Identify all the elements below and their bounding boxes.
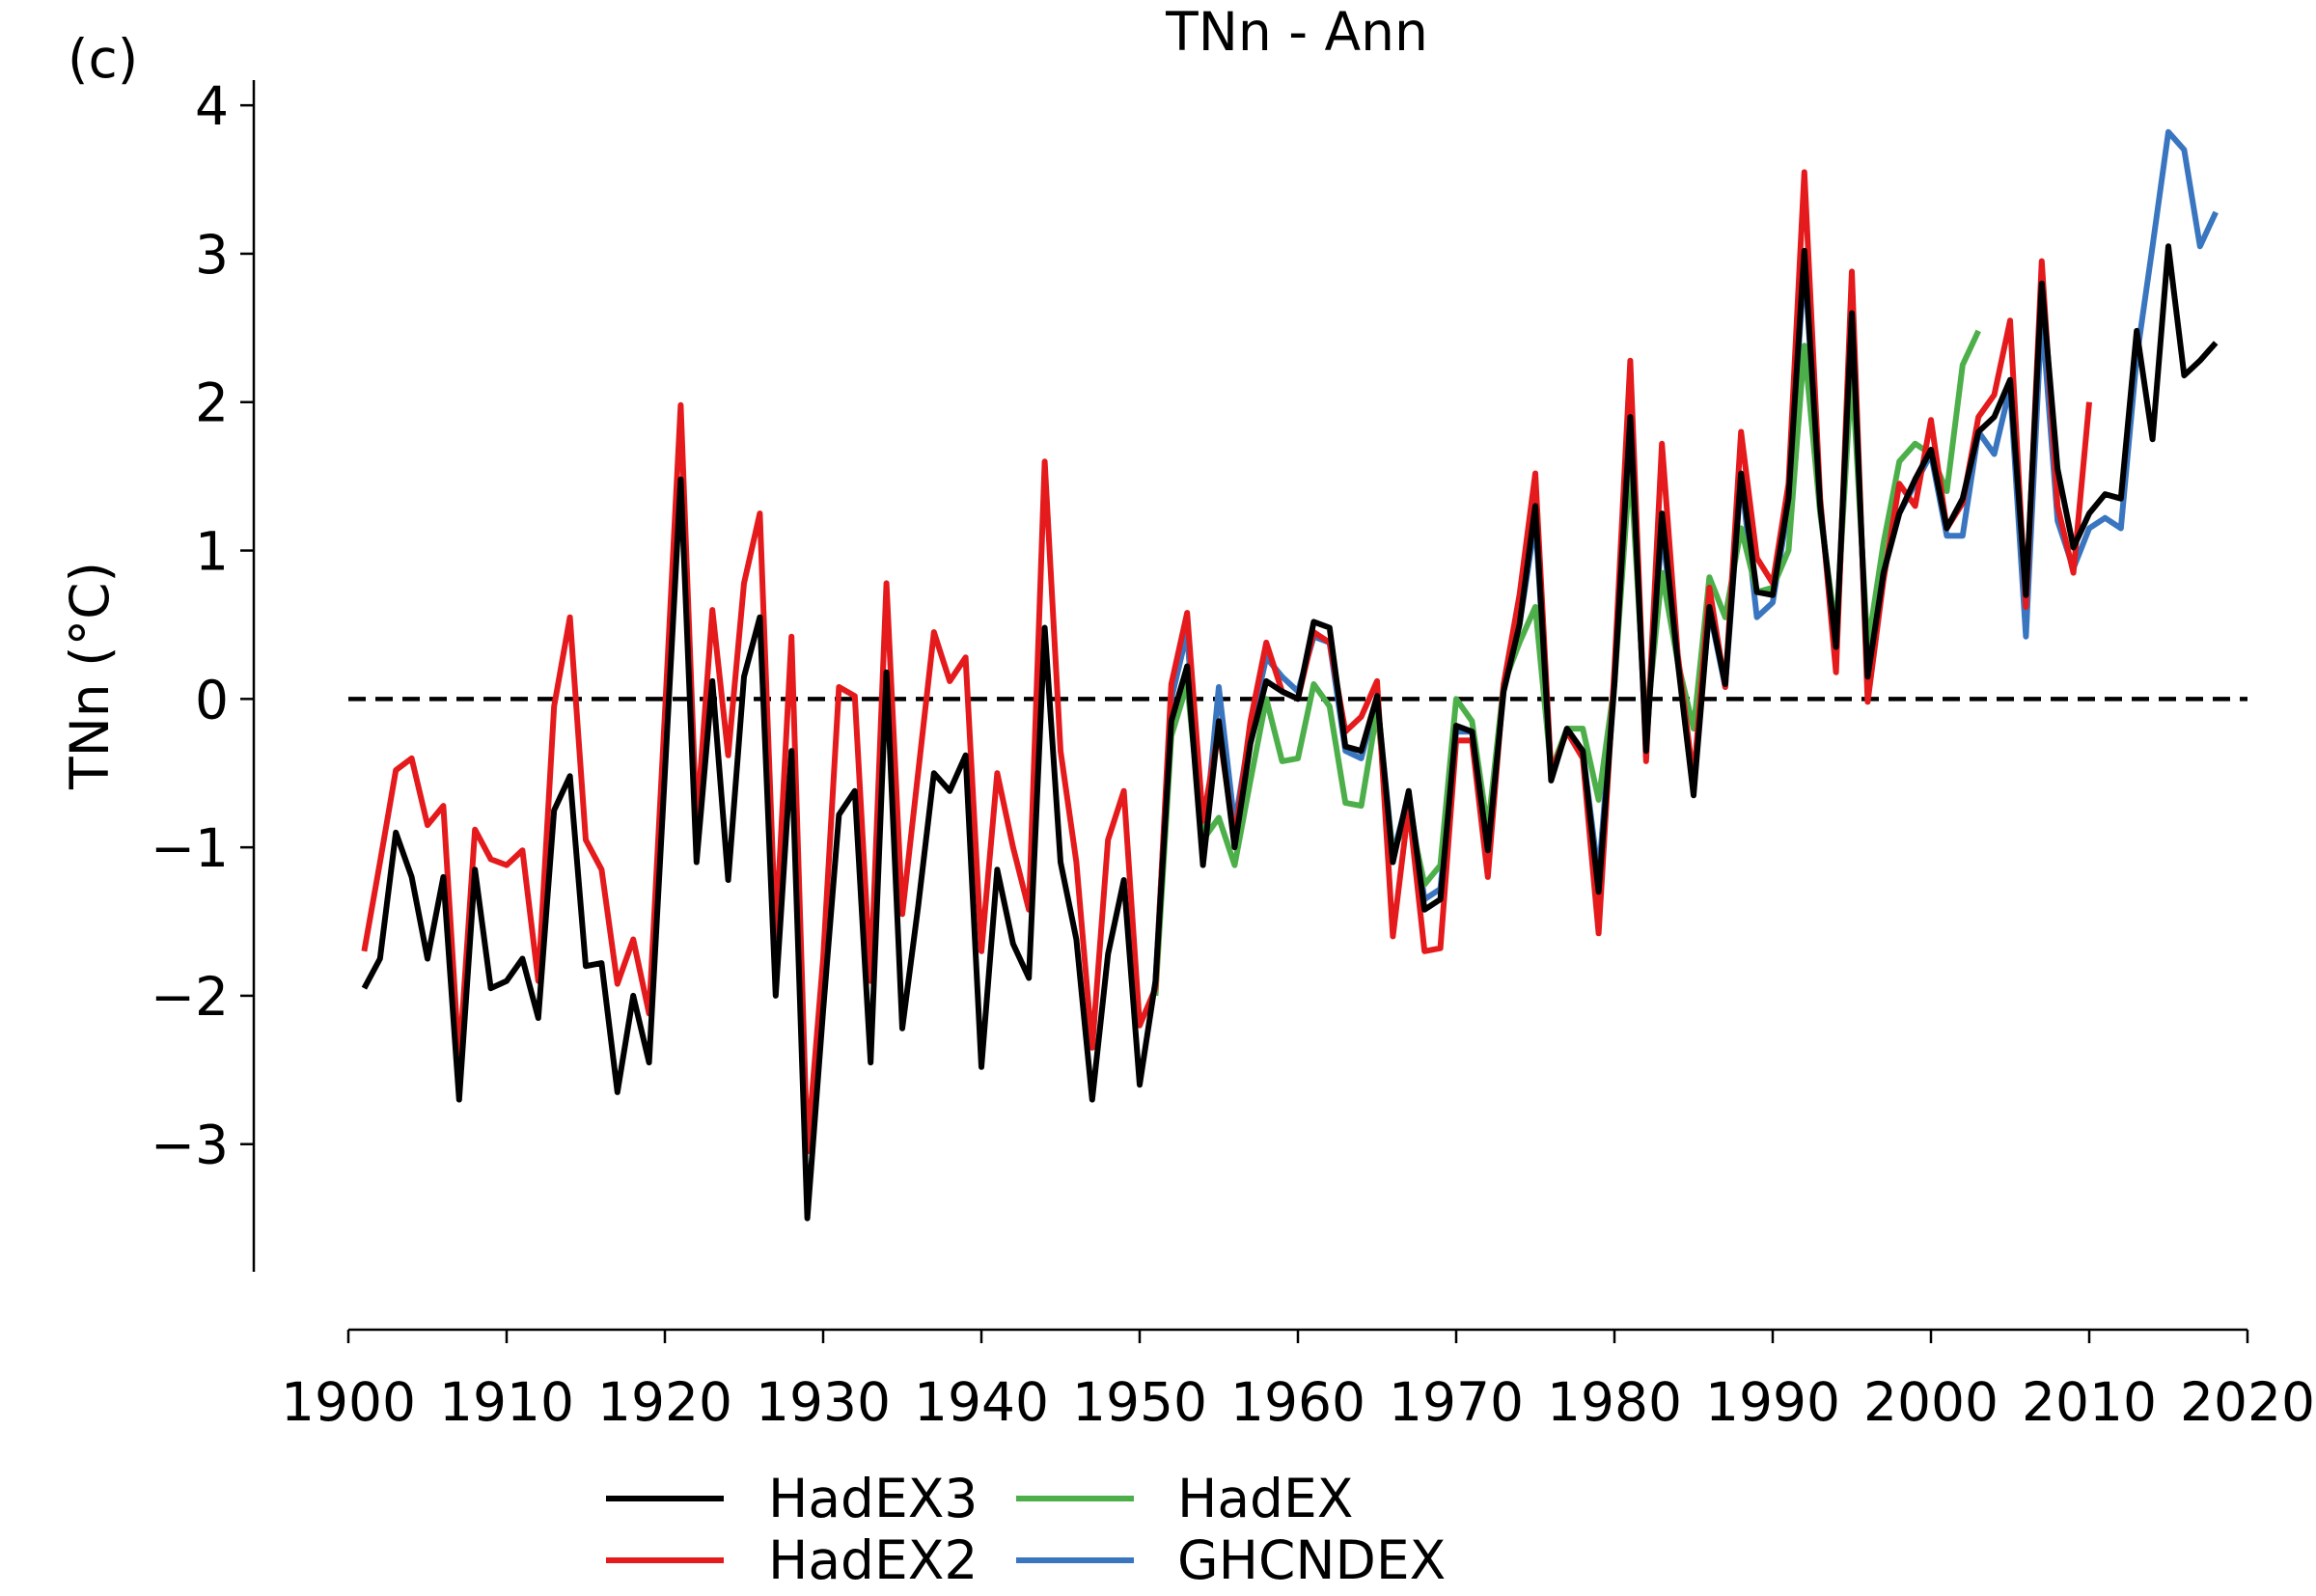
x-tick-label: 1970 (1389, 1371, 1524, 1433)
y-tick-label: 0 (195, 669, 229, 730)
chart-title: TNn - Ann (1165, 1, 1428, 63)
y-tick-label: 4 (195, 75, 229, 137)
series-line (1152, 128, 2219, 981)
x-tick-label: 1980 (1547, 1371, 1682, 1433)
x-tick-label: 1920 (597, 1371, 732, 1433)
legend-label: HadEX (1177, 1468, 1353, 1529)
x-tick-label: 1990 (1705, 1371, 1840, 1433)
panel-label: (c) (68, 28, 138, 90)
x-tick-label: 2010 (2022, 1371, 2157, 1433)
legend-label: GHCNDEX (1177, 1529, 1446, 1591)
y-tick-label: 1 (195, 521, 229, 583)
y-tick-label: 3 (195, 224, 229, 286)
y-tick-label: −2 (151, 966, 229, 1028)
x-tick-label: 2020 (2180, 1371, 2315, 1433)
y-axis-label: TNn (°C) (59, 562, 121, 790)
y-tick-label: −1 (151, 817, 229, 879)
legend-label: HadEX3 (768, 1468, 978, 1529)
y-tick-label: −3 (151, 1114, 229, 1176)
x-tick-label: 1950 (1072, 1371, 1207, 1433)
legend-label: HadEX2 (768, 1529, 978, 1591)
series-line (361, 243, 2219, 1222)
x-tick-label: 1930 (756, 1371, 891, 1433)
series-line (361, 169, 2092, 1155)
x-tick-label: 1900 (281, 1371, 416, 1433)
x-tick-label: 2000 (1863, 1371, 1999, 1433)
y-tick-label: 2 (195, 372, 229, 434)
x-tick-label: 1960 (1230, 1371, 1365, 1433)
x-tick-label: 1910 (439, 1371, 574, 1433)
x-tick-label: 1940 (914, 1371, 1049, 1433)
